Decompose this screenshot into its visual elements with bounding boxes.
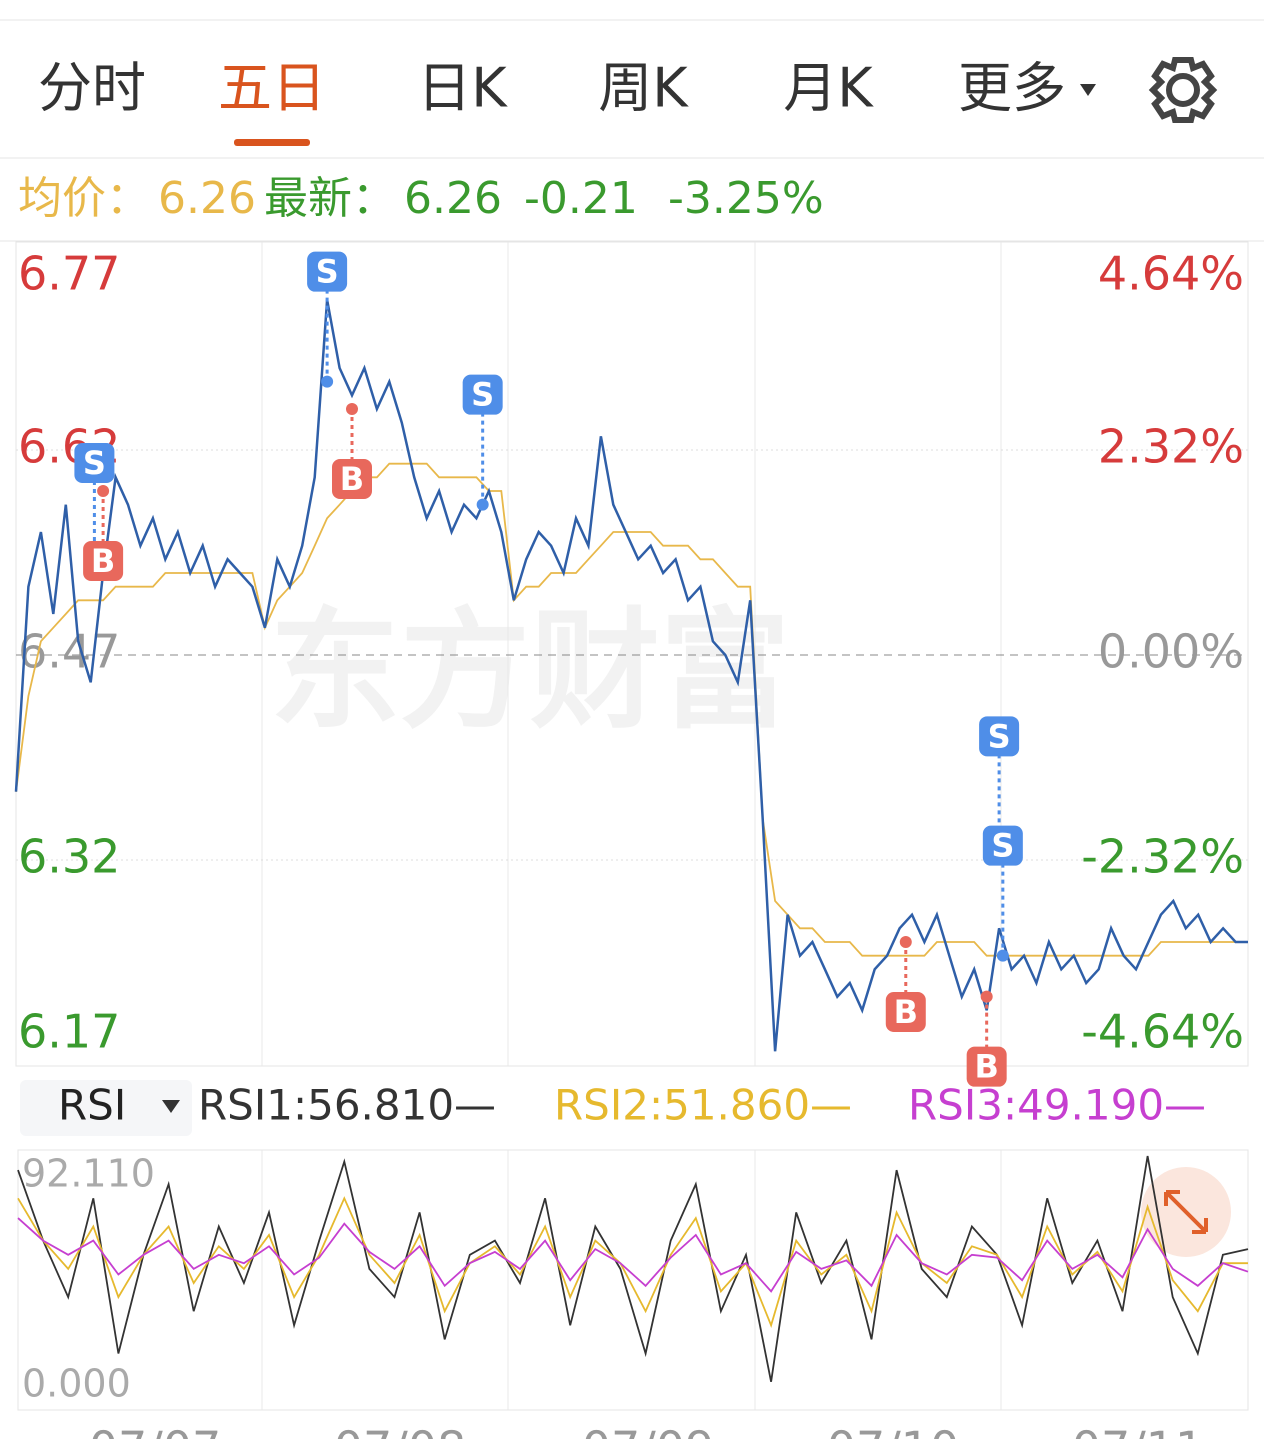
rsi-legend: RSI1:56.810— (198, 1081, 496, 1130)
x-tick-label: 07/10 (827, 1422, 960, 1440)
trade-badge[interactable] (74, 443, 115, 483)
dropdown-arrow (162, 1100, 180, 1113)
rsi-frame (17, 1149, 1249, 1411)
trade-point (980, 990, 993, 1003)
series-line (14, 299, 1248, 1052)
y-tick-label: 6.17 (18, 1005, 120, 1059)
rsi-tick-label: 0.000 (22, 1362, 131, 1406)
trade-side: S (471, 376, 494, 414)
trade-point (996, 949, 1009, 962)
y-tick-label: 6.32 (18, 830, 120, 884)
trade-side: B (340, 460, 364, 498)
tab[interactable]: 五日 (218, 57, 326, 120)
watermark: 东方财富 (270, 595, 790, 747)
tab[interactable]: 更多 (958, 57, 1066, 120)
trade-side: S (316, 253, 339, 291)
info-avg: 6.26 (158, 173, 256, 224)
trade-point (346, 403, 358, 415)
trade-badge[interactable] (83, 541, 124, 581)
tab[interactable]: 月K (783, 57, 874, 120)
info-change: -0.21 (524, 173, 638, 224)
more-arrow (1080, 84, 1096, 96)
y-tick-label: 6.77 (18, 247, 120, 301)
trade-badge[interactable] (966, 1046, 1007, 1087)
series-line (17, 1196, 1248, 1329)
y2-tick-label: 2.32% (1098, 420, 1244, 474)
settings-icon[interactable] (1148, 57, 1218, 123)
trade-side: S (83, 444, 106, 482)
trade-side: B (91, 542, 115, 580)
info-avg-label: 均价： (18, 173, 150, 224)
indicator-name: RSI (58, 1081, 126, 1130)
y2-tick-label: -2.32% (1081, 830, 1244, 884)
y2-tick-label: 4.64% (1098, 247, 1244, 301)
trade-point (899, 936, 912, 948)
info-change-pct: -3.25% (668, 173, 824, 224)
tab[interactable]: 分时 (38, 57, 146, 120)
y2-tick-label: 0.00% (1098, 625, 1244, 679)
trade-side: S (991, 827, 1014, 865)
x-tick-label: 07/07 (89, 1422, 222, 1440)
trade-point (321, 375, 334, 388)
tab-underline (234, 139, 310, 146)
series-line (17, 1155, 1249, 1382)
tab[interactable]: 日K (417, 57, 508, 120)
trade-badge[interactable] (982, 825, 1023, 866)
trade-point (97, 485, 110, 497)
trade-badge[interactable] (885, 992, 926, 1032)
trade-badge[interactable] (462, 374, 503, 415)
trade-point (476, 498, 489, 511)
chart-frame (15, 241, 1249, 1067)
y2-tick-label: -4.64% (1081, 1005, 1244, 1059)
trade-side: S (988, 717, 1011, 755)
series-line (17, 1217, 1249, 1293)
trade-badge[interactable] (979, 716, 1020, 757)
trade-badge[interactable] (307, 251, 348, 292)
x-tick-label: 07/08 (334, 1422, 467, 1440)
gear (1148, 57, 1218, 123)
gear-hub (1166, 73, 1200, 107)
rsi-tick-label: 92.110 (22, 1152, 155, 1196)
trade-side: B (894, 993, 918, 1031)
info-last: 6.26 (404, 173, 502, 224)
rsi-legend: RSI2:51.860— (554, 1081, 852, 1130)
expand-icon (1164, 1190, 1208, 1234)
trade-side: B (974, 1048, 998, 1086)
x-tick-label: 07/11 (1072, 1422, 1205, 1440)
indicator-select[interactable] (20, 1080, 192, 1136)
trade-badge[interactable] (332, 459, 372, 499)
info-last-label: 最新： (264, 173, 396, 224)
tab[interactable]: 周K (598, 57, 689, 120)
x-tick-label: 07/09 (582, 1422, 715, 1440)
rsi-legend: RSI3:49.190— (908, 1081, 1206, 1130)
